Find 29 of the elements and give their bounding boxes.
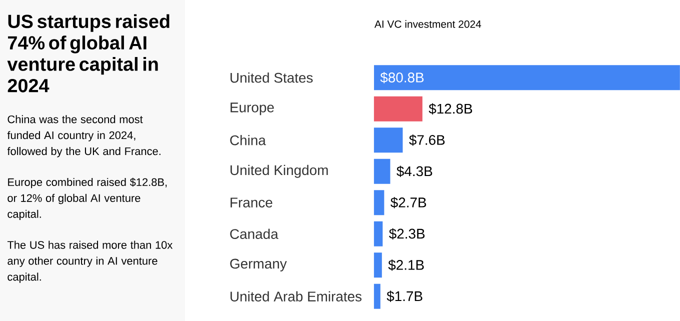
y-tick-label: United Kingdom [230, 164, 328, 178]
text: The US has raised more than 10x any other country in AI venture capital. [7, 240, 173, 283]
data-label: $4.3B [396, 166, 432, 178]
text: Europe combined raised $12.8B, or 12% of global AI venture capital. [8, 178, 167, 220]
data-label: $1.7B [386, 290, 422, 302]
data-label: $80.8B [380, 72, 424, 84]
bar [374, 128, 403, 153]
data-label: $7.6B [409, 134, 445, 146]
y-tick-label: Germany [230, 258, 287, 272]
y-tick-label: Canada [230, 228, 278, 239]
y-tick-label: China [230, 135, 266, 146]
data-label: $12.8B [428, 103, 472, 115]
y-tick-label: France [230, 198, 272, 208]
y-tick-label: United Arab Emirates [230, 291, 362, 302]
bar [374, 158, 390, 184]
y-tick-label: United States [230, 72, 313, 83]
chart-title: AI VC investment 2024 [374, 20, 482, 28]
bar [374, 252, 382, 278]
data-label: $2.1B [388, 259, 424, 271]
data-label: $2.3B [389, 228, 425, 240]
bar [374, 190, 384, 216]
data-label: $2.7B [390, 196, 426, 208]
bar [374, 65, 680, 90]
text: China was the second most funded AI country in 2024, followed by the UK and France. [7, 115, 160, 158]
bar [374, 96, 422, 122]
y-tick-label: Europe [230, 102, 274, 116]
bar [374, 221, 383, 246]
bar [374, 284, 380, 309]
text: US startups raised 74% of global AI venture capital in 2024 [7, 14, 170, 92]
